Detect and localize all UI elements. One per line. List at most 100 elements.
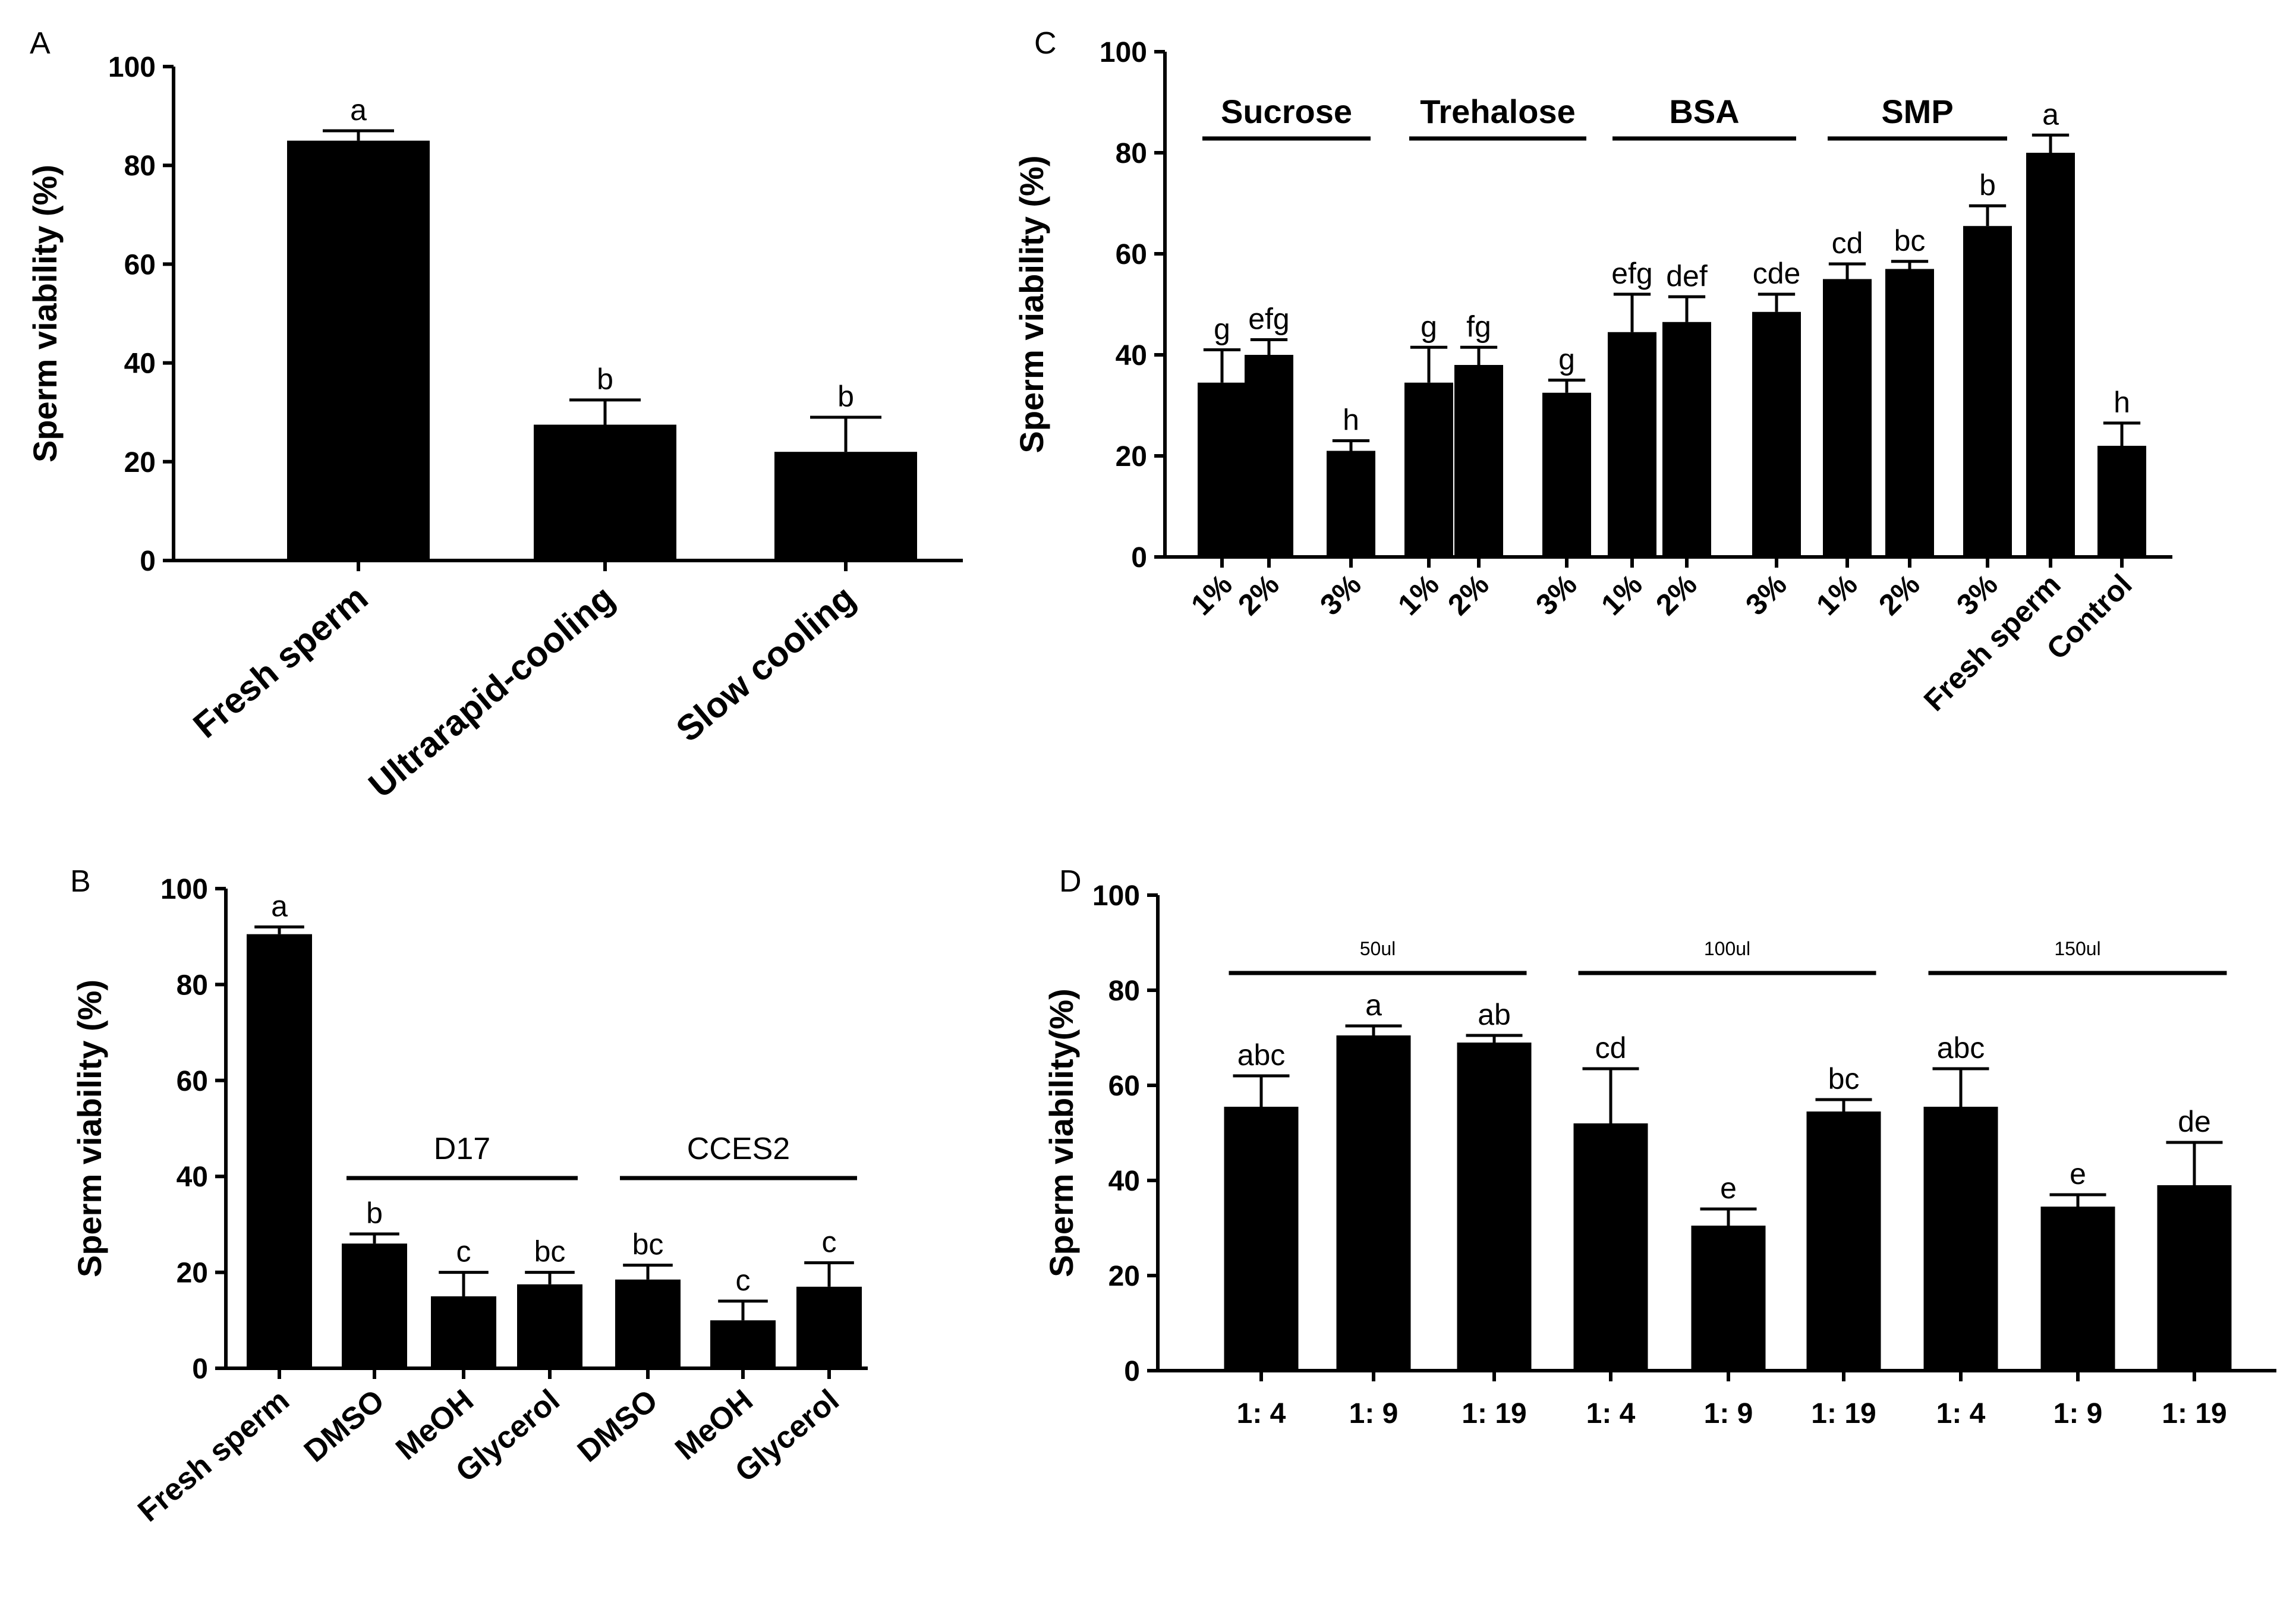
y-tick-label: 40 — [1116, 340, 1147, 371]
bar — [1608, 332, 1656, 557]
y-tick-label: 80 — [1108, 975, 1140, 1007]
significance-label: cd — [1832, 226, 1863, 260]
category-label: 1: 19 — [1811, 1398, 1876, 1429]
y-tick-label: 20 — [1108, 1261, 1140, 1292]
y-tick-label: 20 — [177, 1258, 208, 1289]
bar — [1457, 1043, 1532, 1371]
category-label: 2% — [1441, 568, 1495, 622]
significance-label: c — [456, 1235, 471, 1268]
significance-label: a — [350, 93, 367, 127]
significance-label: h — [2114, 386, 2130, 419]
category-label: 2% — [1872, 568, 1926, 622]
y-tick-label: 20 — [1116, 441, 1147, 473]
y-axis-label: Sperm viability(%) — [1043, 988, 1080, 1277]
group-label: 50ul — [1360, 938, 1396, 959]
significance-label: bc — [534, 1235, 566, 1268]
y-tick-label: 40 — [124, 348, 156, 380]
bar — [1542, 392, 1591, 557]
bar — [2157, 1185, 2232, 1371]
category-label: DMSO — [298, 1383, 391, 1469]
significance-label: bc — [1894, 224, 1926, 257]
category-label: 1: 9 — [1349, 1398, 1399, 1429]
bar — [342, 1243, 407, 1368]
category-label: 1: 19 — [1462, 1398, 1526, 1429]
bar — [1224, 1107, 1299, 1371]
group-label: D17 — [434, 1132, 490, 1166]
bar — [1454, 365, 1503, 557]
bar — [774, 452, 917, 561]
y-axis-label: Sperm viability (%) — [1013, 155, 1050, 453]
group-label: 150ul — [2054, 938, 2100, 959]
category-label: 1: 9 — [2054, 1398, 2103, 1429]
y-tick-label: 60 — [1116, 239, 1147, 270]
category-label: 1: 19 — [2162, 1398, 2226, 1429]
group-label: 100ul — [1704, 938, 1750, 959]
y-tick-label: 60 — [177, 1066, 208, 1097]
bar — [2026, 153, 2075, 557]
bar — [1327, 451, 1375, 557]
significance-label: g — [1421, 310, 1437, 343]
significance-label: b — [837, 380, 854, 413]
significance-label: b — [1979, 168, 1996, 201]
group-label: CCES2 — [687, 1132, 790, 1166]
panel-a: A 0 20 40 60 80 100 Sperm viability (%) a Fresh s… — [26, 26, 963, 805]
bar — [534, 424, 676, 561]
y-tick-label: 0 — [192, 1353, 208, 1385]
significance-label: g — [1214, 313, 1230, 346]
category-label: Fresh sperm — [185, 578, 375, 746]
y-axis-label: Sperm viability (%) — [71, 980, 108, 1277]
significance-label: ab — [1478, 998, 1511, 1031]
y-tick-label: 100 — [160, 874, 208, 905]
bar — [1963, 226, 2012, 557]
category-label: 1% — [1391, 568, 1445, 622]
y-tick-label: 0 — [1124, 1356, 1140, 1387]
significance-label: bc — [632, 1227, 664, 1261]
bar — [431, 1296, 496, 1368]
y-tick-label: 100 — [1100, 37, 1147, 68]
category-label: 1% — [1185, 568, 1239, 622]
significance-label: b — [366, 1196, 383, 1230]
category-label: 1: 4 — [1936, 1398, 1986, 1429]
bar — [1662, 322, 1711, 557]
category-label: DMSO — [571, 1383, 664, 1469]
significance-label: cd — [1595, 1031, 1627, 1065]
y-tick-label: 0 — [140, 546, 156, 577]
category-label: 1: 9 — [1704, 1398, 1753, 1429]
y-tick-label: 20 — [124, 447, 156, 478]
bar — [1823, 279, 1872, 557]
bar — [1336, 1035, 1411, 1371]
significance-label: efg — [1248, 303, 1290, 336]
category-label: 1% — [1595, 568, 1649, 622]
y-tick-label: 80 — [177, 969, 208, 1001]
bar — [1573, 1123, 1648, 1371]
significance-label: b — [597, 363, 613, 396]
significance-label: abc — [1937, 1031, 1985, 1065]
y-tick-label: 40 — [177, 1161, 208, 1193]
significance-label: abc — [1237, 1038, 1286, 1072]
bar — [615, 1279, 681, 1368]
y-tick-label: 60 — [1108, 1070, 1140, 1102]
category-label: Ultrarapid-cooling — [361, 578, 622, 805]
panel-c: C 0 20 40 60 80 100 Sperm viability (%) g 1% efg 2%… — [1013, 26, 2172, 717]
group-label: SMP — [1881, 93, 1953, 130]
y-tick-label: 40 — [1108, 1166, 1140, 1197]
bar — [1806, 1111, 1881, 1371]
category-label: 1% — [1810, 568, 1864, 622]
significance-label: bc — [1828, 1062, 1860, 1095]
significance-label: g — [1558, 343, 1575, 376]
bar — [1752, 311, 1801, 557]
bar — [1245, 355, 1293, 557]
panel-d: D 0 20 40 60 80 100 Sperm viability(%) abc 1: 4 a 1… — [1043, 864, 2276, 1429]
bar — [710, 1320, 776, 1368]
bar — [1885, 269, 1934, 557]
y-tick-label: 60 — [124, 249, 156, 281]
group-label: Trehalose — [1420, 93, 1575, 130]
bar — [1691, 1226, 1766, 1371]
significance-label: a — [2042, 97, 2059, 131]
bar — [1923, 1107, 1998, 1371]
category-label: 1: 4 — [1237, 1398, 1286, 1429]
significance-label: c — [736, 1264, 751, 1297]
bar — [517, 1284, 582, 1368]
y-tick-label: 80 — [124, 150, 156, 182]
group-label: Sucrose — [1221, 93, 1352, 130]
